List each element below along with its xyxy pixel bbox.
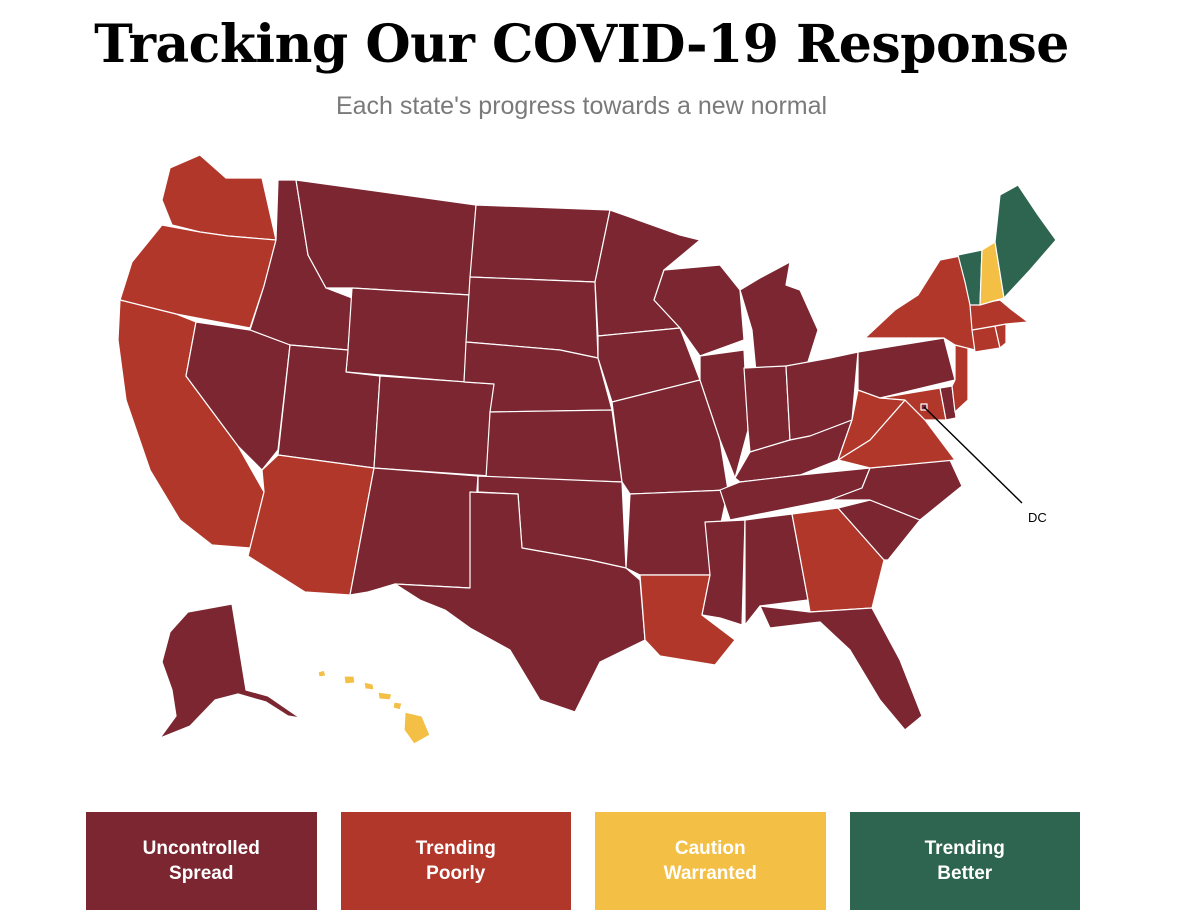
page-subtitle: Each state's progress towards a new norm… (335, 92, 828, 120)
state-AK[interactable] (159, 603, 301, 739)
state-FL[interactable] (759, 605, 923, 731)
state-WA[interactable] (161, 154, 277, 241)
state-MT[interactable] (295, 179, 477, 296)
legend: Uncontrolled Spread Trending Poorly Caut… (86, 812, 1080, 910)
state-PA[interactable] (857, 337, 956, 399)
state-AL[interactable] (744, 513, 809, 626)
state-MA[interactable] (969, 299, 1029, 331)
state-TX[interactable] (394, 491, 646, 713)
legend-caution-warranted: Caution Warranted (595, 812, 826, 910)
state-ME[interactable] (994, 184, 1057, 299)
state-NY[interactable] (864, 254, 976, 351)
state-VT[interactable] (957, 249, 983, 306)
state-NJ[interactable] (951, 344, 969, 413)
state-HI[interactable] (317, 669, 431, 745)
state-DE[interactable] (939, 385, 957, 421)
legend-uncontrolled-spread: Uncontrolled Spread (86, 812, 317, 910)
state-WY[interactable] (345, 287, 471, 383)
state-WI[interactable] (653, 264, 745, 357)
state-MI[interactable] (739, 261, 819, 373)
dc-label: DC (1028, 510, 1047, 525)
state-ND[interactable] (469, 204, 611, 283)
state-SC[interactable] (837, 499, 921, 561)
state-KS[interactable] (485, 409, 623, 483)
us-state-map: DC (117, 154, 1057, 745)
legend-trending-poorly: Trending Poorly (340, 812, 571, 910)
state-CO[interactable] (373, 375, 497, 477)
state-NC[interactable] (829, 459, 963, 521)
dc-callout-line (923, 406, 1023, 504)
state-NV[interactable] (185, 321, 291, 471)
page-title: Tracking Our COVID-19 Response (94, 14, 1069, 75)
legend-trending-better: Trending Better (849, 812, 1080, 910)
state-IN[interactable] (743, 365, 791, 453)
